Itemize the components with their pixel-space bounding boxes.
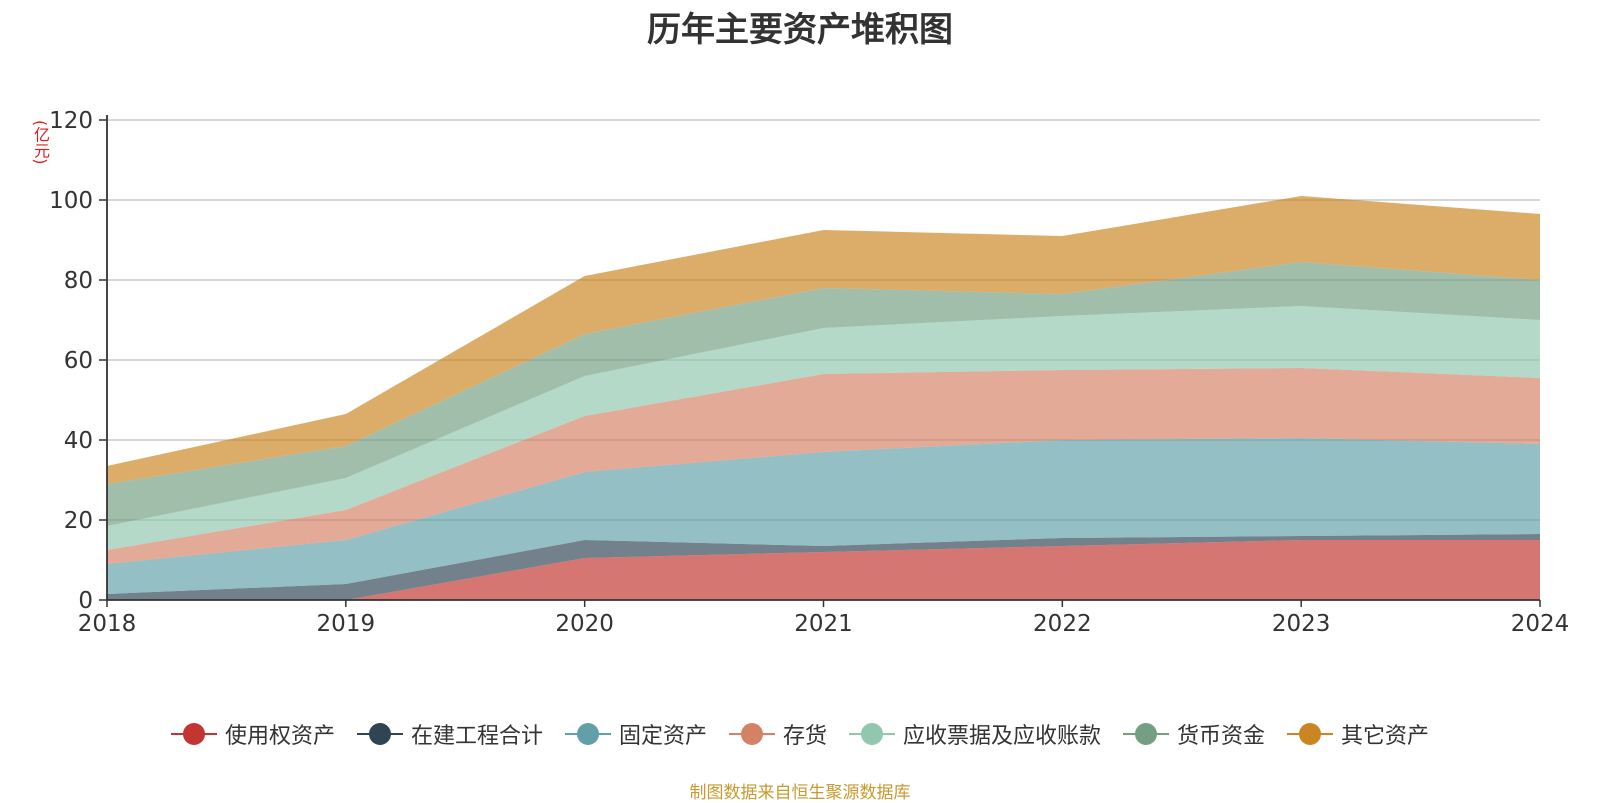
area-货币资金 xyxy=(107,262,1540,526)
legend-label: 固定资产 xyxy=(618,724,707,749)
area-应收票据及应收账款 xyxy=(107,306,1540,550)
area-其它资产 xyxy=(107,196,1540,484)
y-tick-label: 100 xyxy=(49,188,93,214)
y-tick-label: 60 xyxy=(64,348,93,374)
legend-item[interactable]: 货币资金 xyxy=(1123,718,1265,750)
legend-item[interactable]: 在建工程合计 xyxy=(356,718,543,750)
legend-marker-icon xyxy=(1123,722,1170,746)
legend-item[interactable]: 其它资产 xyxy=(1287,718,1429,750)
x-tick-label: 2021 xyxy=(794,611,853,637)
legend-marker-icon xyxy=(170,722,217,746)
legend-item[interactable]: 应收票据及应收账款 xyxy=(849,718,1101,750)
x-tick-label: 2020 xyxy=(555,611,614,637)
legend-marker-icon xyxy=(356,722,403,746)
legend-item[interactable]: 固定资产 xyxy=(564,718,707,750)
legend-marker-icon xyxy=(728,722,775,746)
area-在建工程合计 xyxy=(107,534,1540,600)
y-tick-label: 20 xyxy=(64,508,93,534)
x-tick-label: 2022 xyxy=(1033,611,1092,637)
legend-marker-icon xyxy=(849,722,895,746)
area-固定资产 xyxy=(107,438,1540,594)
x-tick-label: 2019 xyxy=(317,611,376,637)
x-tick-label: 2023 xyxy=(1272,611,1331,637)
legend-item[interactable]: 存货 xyxy=(728,718,827,750)
chart-legend: 使用权资产 在建工程合计 固定资产 存货 应收票据及应收账款 货币资金 其它资产 xyxy=(0,718,1600,750)
area-存货 xyxy=(107,368,1540,564)
legend-label: 存货 xyxy=(782,724,827,749)
x-tick-label: 2018 xyxy=(78,611,137,637)
y-tick-label: 80 xyxy=(64,268,93,294)
legend-item[interactable]: 使用权资产 xyxy=(170,718,335,750)
legend-label: 其它资产 xyxy=(1341,724,1430,749)
area-使用权资产 xyxy=(107,540,1540,600)
legend-marker-icon xyxy=(564,722,611,746)
y-tick-label: 0 xyxy=(78,588,93,614)
legend-label: 使用权资产 xyxy=(224,724,335,749)
y-tick-label: 120 xyxy=(49,108,93,134)
legend-label: 货币资金 xyxy=(1177,724,1266,749)
legend-label: 应收票据及应收账款 xyxy=(903,724,1102,749)
chart-title: 历年主要资产堆积图 xyxy=(647,10,953,50)
y-axis-unit-label: (亿元) xyxy=(31,120,50,165)
x-tick-label: 2024 xyxy=(1511,611,1570,637)
legend-label: 在建工程合计 xyxy=(410,724,543,749)
legend-marker-icon xyxy=(1287,722,1334,746)
y-tick-label: 40 xyxy=(64,428,93,454)
source-note: 制图数据来自恒生聚源数据库 xyxy=(689,783,911,803)
